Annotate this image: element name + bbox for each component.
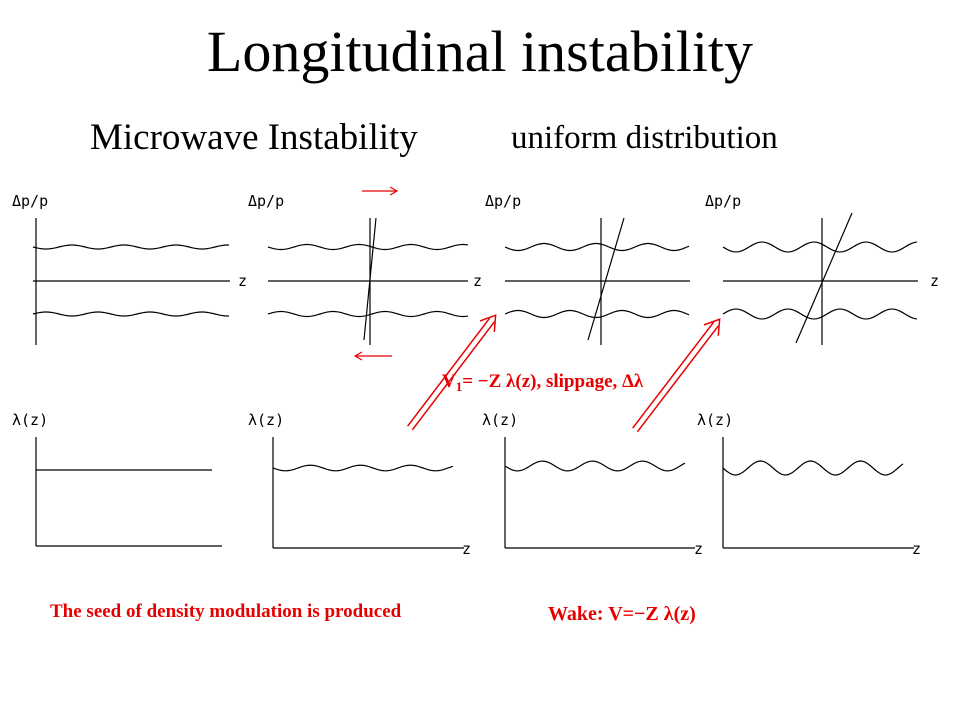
axis-label-z: z: [238, 272, 247, 290]
arrow-upper-left-head: [479, 314, 497, 332]
slide-subtitle: Microwave Instability: [90, 117, 418, 158]
axis-label-z: z: [930, 272, 939, 290]
wake-slippage-label: V1= −Z λ(z), slippage, Δλ: [442, 371, 644, 394]
density-curve: [722, 460, 904, 476]
axis-label-z: z: [473, 272, 482, 290]
arrow-left-head: [353, 351, 363, 361]
axis-label-z: z: [462, 540, 471, 558]
upper-boundary-curve: [504, 242, 690, 252]
caption-seed: The seed of density modulation is produc…: [50, 601, 402, 622]
arrow-upper-left-shaft: [411, 321, 495, 431]
density-curve: [504, 460, 686, 472]
axis-label-lambda: λ(z): [482, 411, 518, 429]
upper-boundary-curve: [722, 241, 918, 253]
arrow-upper-right-head: [703, 318, 721, 336]
axis-label-dp-p: Δp/p: [705, 192, 741, 210]
axis-label-lambda: λ(z): [248, 411, 284, 429]
density-curve: [272, 464, 454, 472]
upper-boundary-curve: [267, 243, 469, 251]
lower-boundary-curve: [32, 311, 229, 317]
slippage-line: [587, 217, 625, 341]
arrow-upper-right-shaft: [632, 321, 715, 429]
slippage-line: [363, 217, 377, 341]
subtitle-detail: uniform distribution: [511, 120, 778, 156]
arrow-upper-left-shaft: [407, 317, 491, 427]
axis-label-dp-p: Δp/p: [12, 192, 48, 210]
arrow-upper-right-shaft: [636, 325, 719, 433]
slide-title: Longitudinal instability: [206, 19, 754, 84]
lower-boundary-curve: [267, 310, 469, 318]
upper-boundary-curve: [32, 244, 229, 250]
lower-boundary-curve: [504, 309, 690, 319]
arrow-right-head: [389, 186, 399, 196]
axis-label-lambda: λ(z): [12, 411, 48, 429]
axis-label-lambda: λ(z): [697, 411, 733, 429]
caption-wake: Wake: V=−Z λ(z): [548, 603, 696, 625]
lower-boundary-curve: [722, 308, 918, 320]
axis-label-dp-p: Δp/p: [485, 192, 521, 210]
axis-label-dp-p: Δp/p: [248, 192, 284, 210]
axis-label-z: z: [912, 540, 921, 558]
slippage-line: [795, 212, 853, 344]
axis-label-z: z: [694, 540, 703, 558]
